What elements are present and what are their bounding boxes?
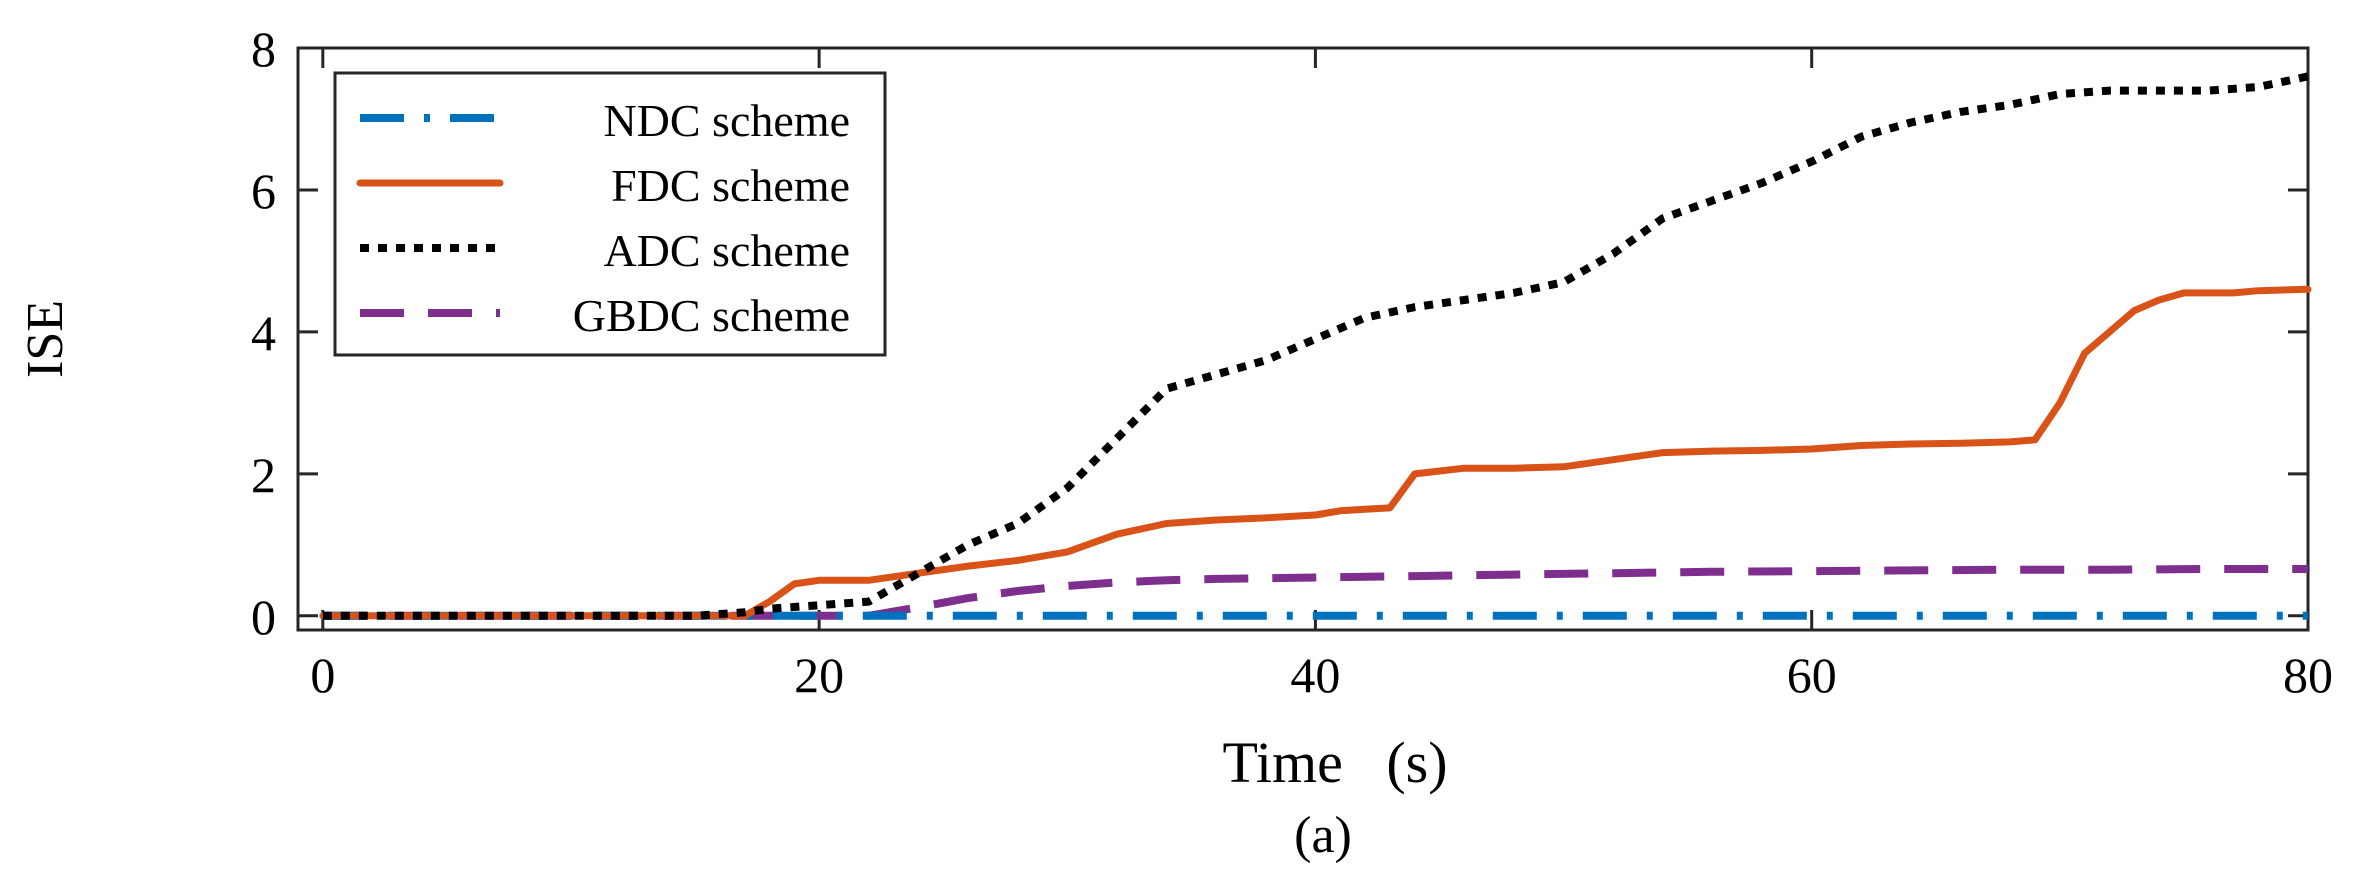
y-tick-label: 2	[251, 447, 276, 503]
x-tick-label: 0	[310, 647, 335, 703]
y-axis-ticks: 0 2 4 6 8	[251, 21, 2308, 645]
x-axis-ticks: 0 20 40 60 80	[310, 48, 2333, 703]
series-line-fdc	[319, 285, 2312, 620]
x-axis-label: Time (s)	[1222, 730, 1447, 795]
series-line-gbdc	[322, 565, 2308, 620]
y-tick-label: 4	[251, 305, 276, 361]
series-lines	[319, 72, 2312, 620]
legend: NDC scheme FDC scheme ADC scheme GBDC schem…	[333, 71, 887, 357]
y-tick-label: 0	[251, 589, 276, 645]
legend-label: NDC scheme	[603, 95, 850, 146]
x-tick-label: 40	[1290, 647, 1340, 703]
x-tick-label: 60	[1787, 647, 1837, 703]
legend-label: GBDC scheme	[573, 290, 850, 341]
y-axis-label: ISE	[17, 300, 74, 378]
x-tick-label: 80	[2283, 647, 2333, 703]
figure-caption: (a)	[1294, 807, 1352, 864]
series-line-adc	[322, 72, 2309, 620]
legend-label: FDC scheme	[611, 160, 850, 211]
y-tick-label: 6	[251, 163, 276, 219]
y-tick-label: 8	[251, 21, 276, 77]
x-tick-label: 20	[794, 647, 844, 703]
legend-label: ADC scheme	[603, 225, 850, 276]
